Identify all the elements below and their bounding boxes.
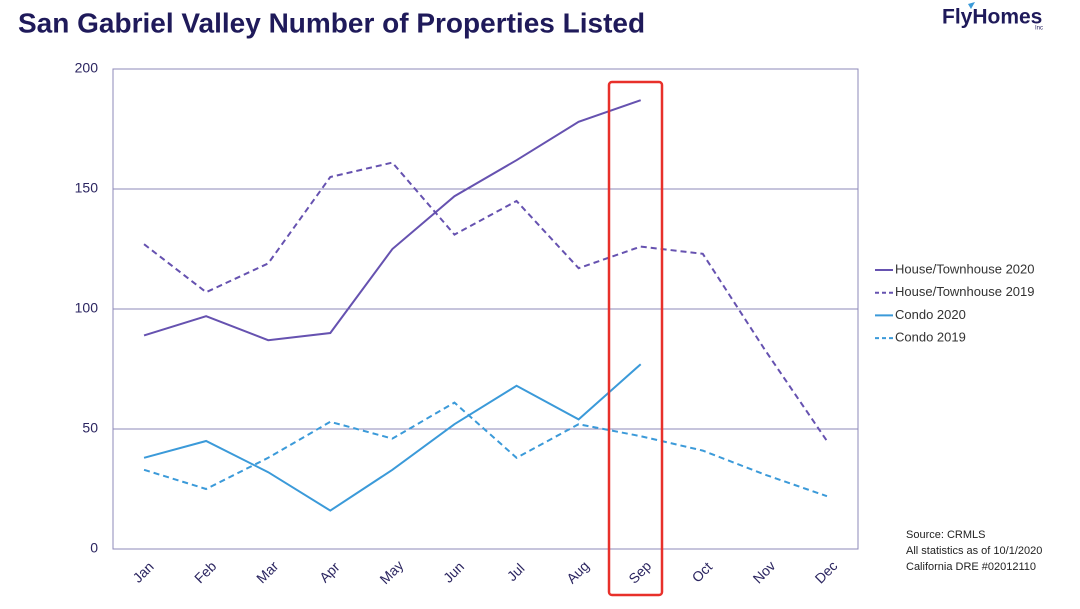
series-line bbox=[143, 99, 642, 342]
y-tick-label: 50 bbox=[82, 420, 98, 436]
x-tick-label: Oct bbox=[689, 559, 716, 586]
logo-icon bbox=[968, 2, 975, 9]
source-note: California DRE #02012110 bbox=[906, 561, 1036, 573]
x-tick-label: Aug bbox=[563, 558, 592, 587]
x-tick-label: Jan bbox=[129, 558, 156, 585]
legend-label: Condo 2020 bbox=[895, 307, 966, 322]
series-line bbox=[143, 401, 828, 498]
source-note: Source: CRMLS bbox=[906, 529, 985, 541]
logo-suffix: Inc bbox=[1035, 26, 1043, 32]
x-tick-label: Dec bbox=[812, 558, 841, 587]
y-tick-label: 0 bbox=[90, 540, 98, 556]
x-tick-label: Jul bbox=[504, 560, 528, 584]
x-tick-label: Apr bbox=[316, 558, 343, 585]
x-tick-label: Sep bbox=[625, 557, 654, 586]
y-tick-label: 150 bbox=[75, 180, 99, 196]
highlight-box bbox=[607, 80, 664, 597]
x-tick-label: Nov bbox=[749, 558, 778, 587]
source-note: All statistics as of 10/1/2020 bbox=[906, 545, 1042, 557]
series-line bbox=[143, 363, 642, 512]
y-tick-label: 100 bbox=[75, 300, 99, 316]
legend-label: House/Townhouse 2019 bbox=[895, 284, 1035, 299]
x-tick-label: May bbox=[376, 557, 406, 587]
x-tick-label: Feb bbox=[191, 558, 220, 587]
logo: FlyHomes bbox=[942, 6, 1042, 29]
y-tick-label: 200 bbox=[75, 60, 99, 76]
x-tick-label: Jun bbox=[440, 558, 467, 585]
legend-label: Condo 2019 bbox=[895, 330, 966, 345]
chart-title: San Gabriel Valley Number of Properties … bbox=[18, 7, 645, 38]
x-tick-label: Mar bbox=[253, 558, 282, 587]
series-line bbox=[143, 161, 828, 442]
legend-label: House/Townhouse 2020 bbox=[895, 261, 1035, 276]
